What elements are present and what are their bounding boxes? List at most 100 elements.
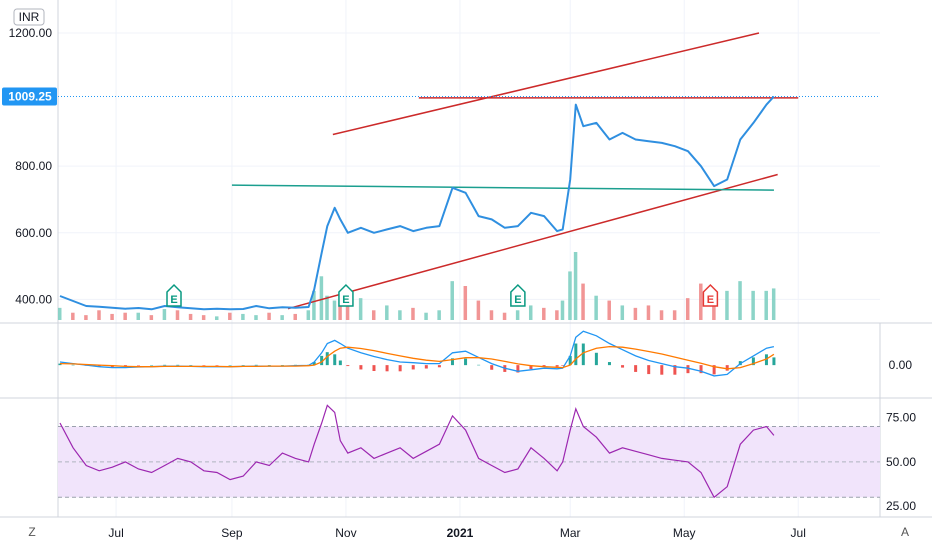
earnings-marker-shape xyxy=(166,283,182,307)
volume-bar xyxy=(201,315,206,320)
macd-histogram-bar xyxy=(542,365,546,367)
macd-histogram-bar xyxy=(97,365,101,367)
time-axis-tick-label: May xyxy=(673,526,696,540)
volume-bar xyxy=(463,286,468,320)
earnings-marker[interactable]: E xyxy=(338,283,354,307)
volume-bar xyxy=(175,310,180,320)
macd-histogram-bar xyxy=(568,355,572,366)
volume-bar xyxy=(764,290,768,320)
volume-bar xyxy=(528,305,533,320)
macd-histogram-bar xyxy=(176,364,180,366)
volume-bar xyxy=(214,316,219,320)
macd-histogram xyxy=(58,343,776,375)
price-axis-tick-label: 1200.00 xyxy=(9,26,53,40)
macd-histogram-bar xyxy=(490,365,494,370)
volume-bar xyxy=(97,310,101,320)
price-axis-tick-label: 800.00 xyxy=(15,159,52,173)
volume-bar xyxy=(489,310,494,320)
macd-histogram-bar xyxy=(346,365,350,367)
macd-histogram-bar xyxy=(150,365,154,366)
zoom-toggle-button[interactable]: Z xyxy=(28,525,35,539)
rsi-axis-tick-label: 50.00 xyxy=(886,455,916,469)
volume-bar xyxy=(358,298,363,320)
earnings-marker[interactable]: E xyxy=(166,283,182,307)
macd-histogram-bar xyxy=(163,364,167,366)
macd-histogram-bar xyxy=(647,365,651,375)
time-axis-tick-label: Sep xyxy=(221,526,243,540)
volume-bar xyxy=(581,283,585,320)
macd-histogram-bar xyxy=(325,352,329,366)
macd-histogram-bar xyxy=(516,365,520,373)
time-axis-tick-label: Jul xyxy=(108,526,123,540)
volume-bar xyxy=(607,300,611,320)
volume-bar xyxy=(712,300,716,320)
macd-histogram-bar xyxy=(660,365,664,375)
volume-bar xyxy=(568,271,572,320)
volume-bar xyxy=(646,305,651,320)
macd-histogram-bar xyxy=(529,365,533,370)
volume-bar xyxy=(411,307,415,320)
volume-bar xyxy=(371,310,376,320)
macd-histogram-bar xyxy=(699,365,703,374)
volume-bar xyxy=(555,310,559,320)
macd-histogram-bar xyxy=(312,362,316,366)
macd-histogram-bar xyxy=(634,365,638,372)
volume-bar xyxy=(659,310,664,320)
macd-histogram-bar xyxy=(673,365,677,375)
macd-histogram-bar xyxy=(712,365,716,375)
volume-bar xyxy=(594,295,598,320)
earnings-marker-shape xyxy=(338,283,354,307)
volume-bar xyxy=(672,310,677,320)
macd-histogram-bar xyxy=(607,362,611,366)
volume-bar xyxy=(515,310,520,320)
volume-bar xyxy=(136,312,140,320)
earnings-marker-shape xyxy=(510,283,526,307)
macd-histogram-bar xyxy=(594,352,598,366)
earnings-marker[interactable]: E xyxy=(510,283,526,307)
volume-bar xyxy=(699,283,703,320)
last-price-badge: 1009.25 xyxy=(2,87,57,106)
volume-bar xyxy=(188,313,193,320)
macd-histogram-bar xyxy=(320,355,324,366)
earnings-marker[interactable]: E xyxy=(702,283,719,307)
trendline xyxy=(287,173,778,310)
macd-histogram-bar xyxy=(725,365,729,371)
y-axis-ticks: 1200.00 800.00 600.00 400.00 0.00 75.00 50.00 2… xyxy=(9,26,917,513)
macd-histogram-bar xyxy=(58,363,62,366)
macd-histogram-bar xyxy=(561,365,565,366)
macd-histogram-bar xyxy=(359,365,363,370)
volume-bar xyxy=(241,313,245,320)
macd-histogram-bar xyxy=(450,358,454,366)
volume-bar xyxy=(751,290,755,320)
macd-histogram-bar xyxy=(772,357,776,366)
macd-histogram-bar xyxy=(464,358,468,366)
macd-histogram-bar xyxy=(424,365,428,369)
volume-bar xyxy=(110,313,114,320)
macd-histogram-bar xyxy=(686,365,690,374)
rsi-axis-tick-label: 75.00 xyxy=(886,411,916,425)
macd-histogram-bar xyxy=(123,365,127,367)
macd-histogram-bar xyxy=(751,357,755,366)
volume-bar xyxy=(476,300,481,320)
volume-bar xyxy=(345,303,350,320)
macd-histogram-bar xyxy=(333,354,337,366)
price-axis-tick-label: 400.00 xyxy=(15,292,52,306)
macd-histogram-bar xyxy=(228,365,232,366)
macd-histogram-bar xyxy=(215,365,219,366)
volume-bar xyxy=(149,315,154,320)
price-axis-tick-label: 600.00 xyxy=(15,226,52,240)
volume-bar xyxy=(771,288,776,320)
time-axis-tick-label: 2021 xyxy=(447,526,474,540)
macd-histogram-bar xyxy=(437,365,441,368)
volume-bar xyxy=(560,300,565,320)
currency-badge[interactable]: INR xyxy=(13,8,45,26)
volume-bar xyxy=(633,307,638,320)
volume-bar xyxy=(280,315,284,320)
volume-bar xyxy=(385,305,389,320)
auto-scale-button[interactable]: A xyxy=(901,525,909,539)
volume-bar xyxy=(293,313,297,320)
macd-histogram-bar xyxy=(621,365,625,368)
macd-histogram-bar xyxy=(581,343,585,366)
